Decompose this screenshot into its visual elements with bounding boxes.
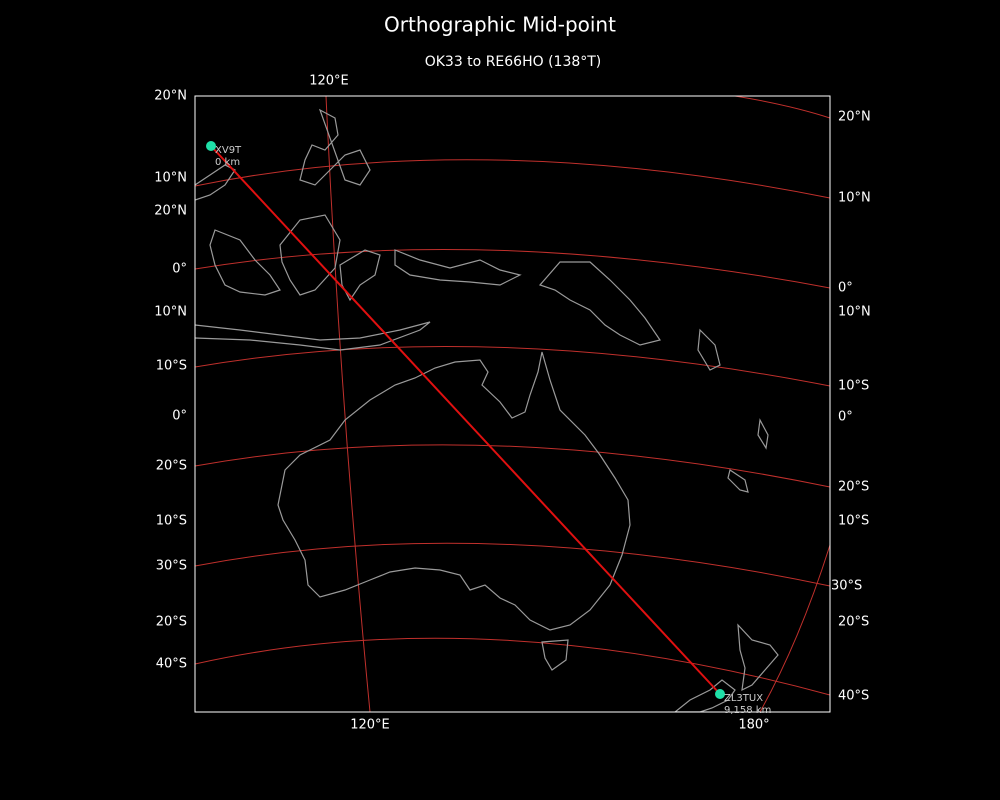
subtitle: OK33 to RE66HO (138°T) [425,54,602,70]
station-distance: 9,158 km [724,705,771,716]
graticule-label: 20°S [838,480,869,495]
graticule-label: 120°E [350,718,390,733]
graticule-label: 10°S [838,379,869,394]
graticule-label: 10°S [838,514,869,529]
graticule-label: 10°S [156,359,187,374]
station-call: ZL3TUX [724,693,763,704]
graticule-label: 30°S [831,579,862,594]
station-marker [206,141,216,151]
graticule-label: 0° [838,281,853,296]
graticule-label: 20°S [838,615,869,630]
graticule-label: 20°N [154,204,187,219]
graticule-label: 20°S [156,459,187,474]
station-distance: 0 km [215,157,240,168]
station-call: XV9T [215,145,242,156]
graticule-labels: 20°N 10°N 20°N 0° 10°N 10°S 0° 20°S 10°S 30°S 20°S… [154,74,871,733]
graticule-label: 10°N [838,305,871,320]
map-area [195,96,830,712]
title: Orthographic Mid-point [384,13,616,37]
graticule-label: 20°N [154,89,187,104]
graticule-label: 0° [172,409,187,424]
coastlines [195,108,779,712]
station-marker [715,689,725,699]
map-frame [194,95,831,713]
graticule-label: 10°N [838,191,871,206]
graticule-label: 0° [838,410,853,425]
graticule-label: 10°N [154,305,187,320]
graticule [195,96,830,712]
graticule-label: 40°S [838,689,869,704]
graticule-label: 180° [738,718,769,733]
graticule-label: 10°S [156,514,187,529]
graticule-label: 10°N [154,171,187,186]
graticule-label: 120°E [309,74,349,89]
graticule-label: 20°N [838,110,871,125]
route [210,145,721,695]
graticule-label: 20°S [156,615,187,630]
graticule-label: 30°S [156,559,187,574]
graticule-label: 0° [172,262,187,277]
graticule-label: 40°S [156,657,187,672]
